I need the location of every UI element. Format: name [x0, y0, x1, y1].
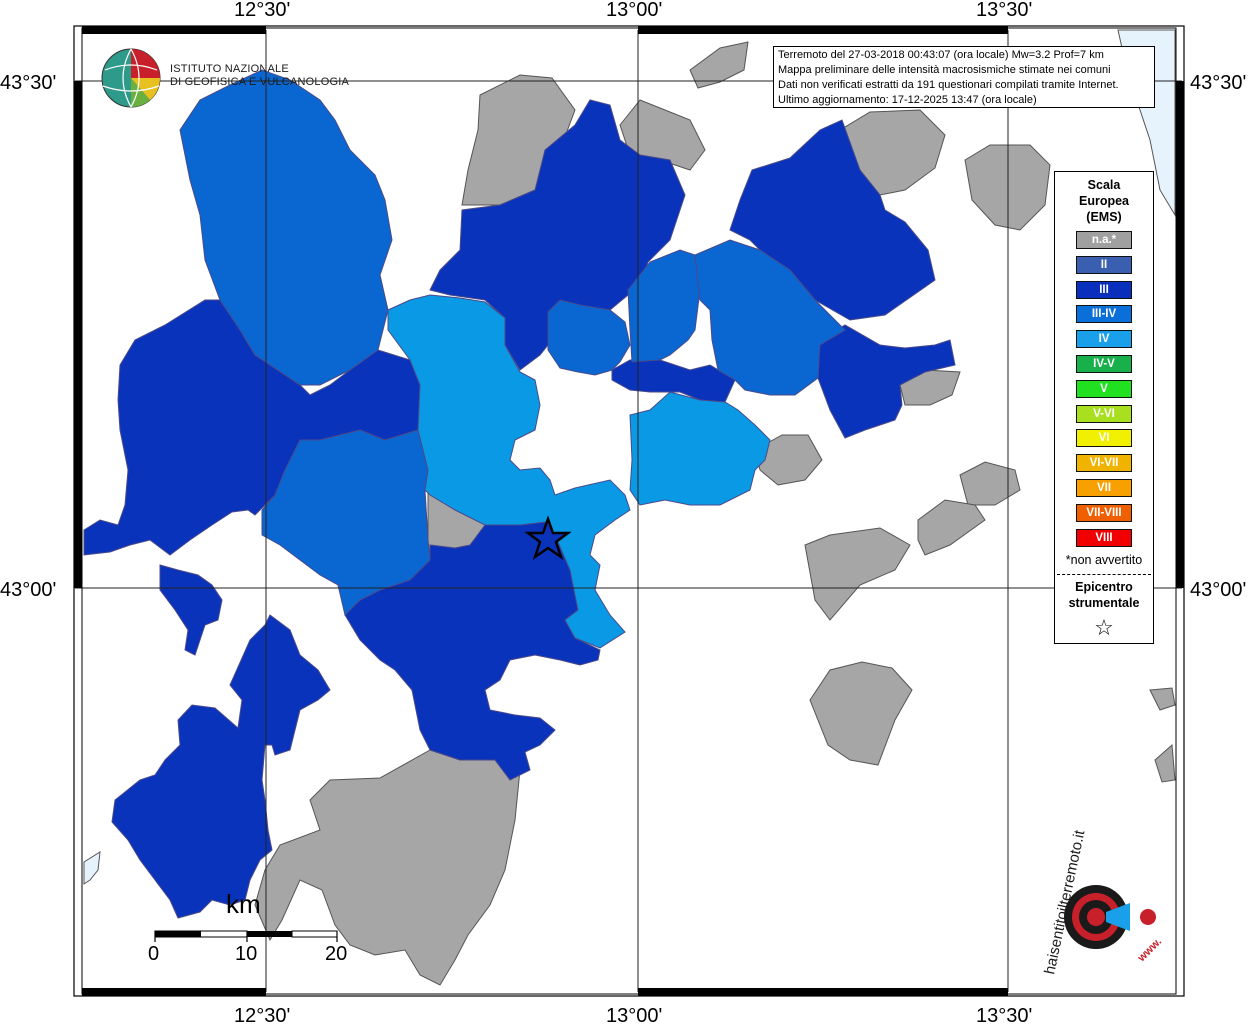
- legend-epi-line-2: strumentale: [1068, 596, 1140, 611]
- ingv-logo-text: ISTITUTO NAZIONALE DI GEOFISICA E VULCAN…: [170, 63, 349, 89]
- info-line-1: Terremoto del 27-03-2018 00:43:07 (ora l…: [778, 49, 1104, 61]
- legend-title-line-1: Scala: [1087, 178, 1121, 192]
- legend-item: VI-VII: [1076, 454, 1132, 473]
- scale-label-20: 20: [325, 943, 348, 965]
- scale-label-0: 0: [148, 943, 160, 965]
- ems-iii-regions: [83, 99, 956, 919]
- legend-note: *non avvertito: [1065, 553, 1143, 568]
- ingv-logo-icon: [101, 48, 161, 108]
- legend-item: VI: [1076, 429, 1132, 448]
- lat-label-right-2: 43°00': [1190, 579, 1246, 601]
- logo-line-1: ISTITUTO NAZIONALE: [170, 63, 289, 75]
- epicenter-star-icon[interactable]: [524, 515, 572, 561]
- lon-label-bottom-1: 12°30': [234, 1005, 290, 1024]
- legend-title-line-2: Europea: [1078, 194, 1129, 208]
- ems-iii-iv-regions: [179, 69, 846, 616]
- legend-item: VII: [1076, 478, 1132, 497]
- info-line-2: Mappa preliminare delle intensità macros…: [778, 64, 1111, 76]
- lat-label-left-2: 43°00': [0, 579, 56, 601]
- info-line-3: Dati non verificati estratti da 191 ques…: [778, 79, 1119, 91]
- legend-item: III-IV: [1076, 305, 1132, 324]
- legend-item: IV-V: [1076, 354, 1132, 373]
- ems-iv-regions: [387, 294, 771, 649]
- legend-item: V-VI: [1076, 404, 1132, 423]
- lon-label-top-3: 13°30': [976, 0, 1032, 21]
- legend-item: III: [1076, 280, 1132, 299]
- legend-items: n.a.* II III III-IV IV IV-V V V-VI VI VI-VII VII VI…: [1055, 231, 1153, 547]
- lon-label-bottom-3: 13°30': [976, 1005, 1032, 1024]
- legend-item: IV: [1076, 330, 1132, 349]
- legend-title: Scala Europea (EMS): [1055, 177, 1153, 225]
- legend-star-icon: ☆: [1094, 615, 1114, 641]
- legend-item: VIII: [1076, 528, 1132, 547]
- lat-label-left-1: 43°30': [0, 72, 56, 94]
- lon-label-bottom-2: 13°00': [606, 1005, 662, 1024]
- hst-logo-www: www.: [1135, 936, 1164, 965]
- legend-item: n.a.*: [1076, 231, 1132, 249]
- legend-item: VII-VIII: [1076, 503, 1132, 522]
- ems-legend: Scala Europea (EMS) n.a.* II III III-IV IV IV…: [1054, 171, 1154, 644]
- event-info-box: Terremoto del 27-03-2018 00:43:07 (ora l…: [773, 46, 1155, 108]
- legend-item: II: [1076, 255, 1132, 274]
- legend-title-line-3: (EMS): [1086, 210, 1122, 224]
- map-frame: [73, 25, 1185, 997]
- legend-item: V: [1076, 379, 1132, 398]
- legend-epicenter-label: Epicentro strumentale: [1055, 579, 1153, 611]
- lon-label-top-1: 12°30': [234, 0, 290, 21]
- legend-epi-line-1: Epicentro: [1075, 580, 1133, 595]
- lon-label-top-2: 13°00': [606, 0, 662, 21]
- scale-label-10: 10: [235, 943, 258, 965]
- scale-unit: km: [226, 889, 261, 919]
- hst-logo-icon: [1064, 885, 1156, 949]
- logo-line-2: DI GEOFISICA E VULCANOLOGIA: [170, 76, 349, 88]
- info-line-4: Ultimo aggiornamento: 17-12-2025 13:47 (…: [778, 94, 1037, 106]
- lat-label-right-1: 43°30': [1190, 72, 1246, 94]
- scale-bar: [154, 930, 338, 942]
- lake-area: [83, 851, 101, 885]
- legend-divider: [1057, 574, 1151, 576]
